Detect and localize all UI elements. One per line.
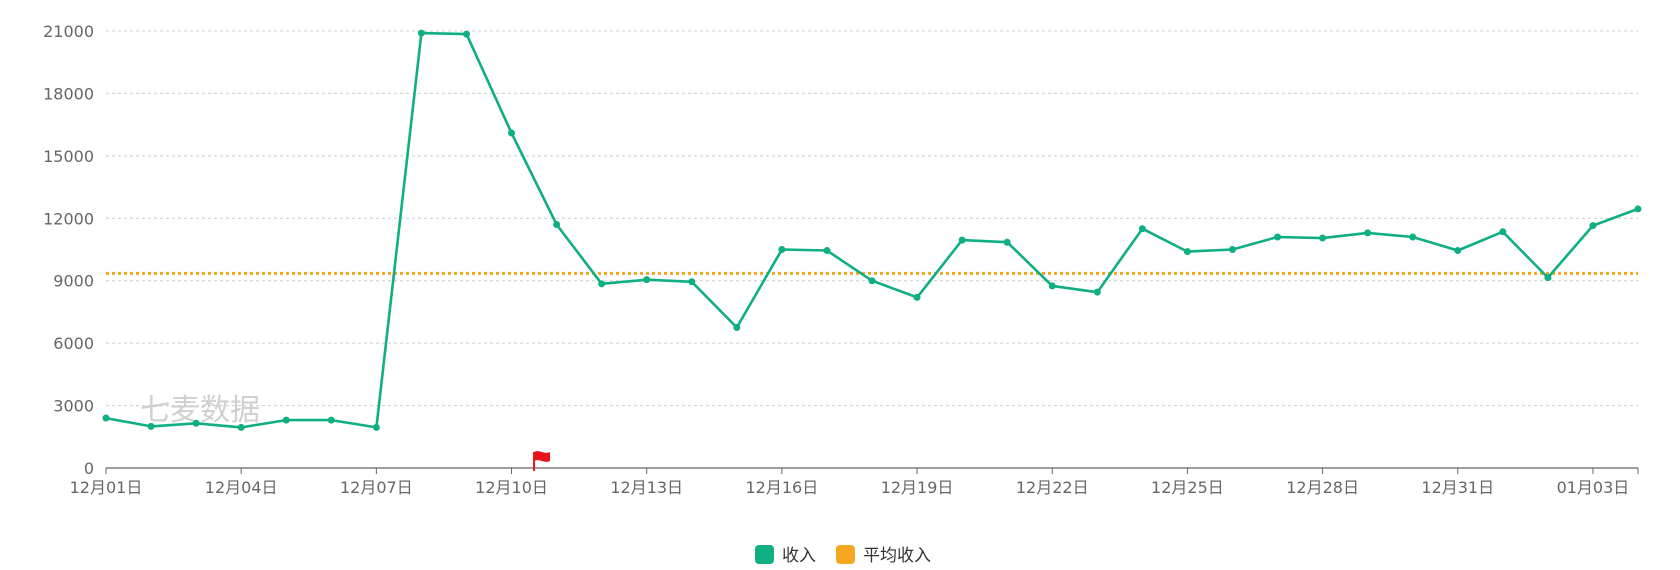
income-point[interactable] [462,30,470,38]
income-point[interactable] [868,277,876,285]
legend: 收入 平均收入 [755,545,931,566]
x-tick-label: 12月25日 [1151,478,1224,497]
income-point[interactable] [147,422,155,430]
x-tick-label: 12月19日 [881,478,954,497]
x-tick-label: 12月07日 [340,478,413,497]
y-tick-label: 18000 [43,84,94,103]
legend-item-income[interactable]: 收入 [755,545,816,566]
red-flag-icon[interactable] [533,451,551,471]
x-tick-label: 12月31日 [1421,478,1494,497]
income-point[interactable] [1093,288,1101,296]
legend-label-average: 平均收入 [863,546,931,566]
income-point[interactable] [688,278,696,286]
x-tick-label: 12月13日 [610,478,683,497]
event-marker[interactable] [533,451,551,471]
income-point[interactable] [1048,282,1056,290]
y-tick-label: 12000 [43,209,94,228]
y-axis: 0 3000 6000 9000 12000 15000 18000 21000 [43,22,94,478]
income-point[interactable] [1319,234,1327,242]
income-point[interactable] [282,416,290,424]
income-point[interactable] [553,221,561,229]
x-tick-label: 12月28日 [1286,478,1359,497]
income-point[interactable] [1138,225,1146,233]
x-axis: 12月01日 12月04日 12月07日 12月10日 12月13日 12月16日 12月1… [70,467,1639,497]
income-point[interactable] [192,419,200,427]
income-point[interactable] [372,423,380,431]
income-point[interactable] [1183,248,1191,256]
y-tick-label: 9000 [53,272,94,291]
income-point[interactable] [913,293,921,301]
y-tick-label: 3000 [53,397,94,416]
income-point[interactable] [643,276,651,284]
x-tick-label: 12月01日 [70,478,143,497]
legend-swatch-average [836,545,855,564]
x-tick-label: 12月22日 [1016,478,1089,497]
income-point[interactable] [823,247,831,255]
income-line [104,31,1640,429]
watermark-text: 七麦数据 [140,393,260,428]
legend-label-income: 收入 [782,546,816,566]
x-tick-label: 12月16日 [746,478,819,497]
income-series [102,29,1642,431]
income-point[interactable] [1409,233,1417,241]
income-point[interactable] [1544,274,1552,282]
income-point[interactable] [1274,233,1282,241]
income-point[interactable] [1454,247,1462,255]
income-point[interactable] [958,236,966,244]
income-point[interactable] [733,324,741,332]
income-point[interactable] [327,416,335,424]
x-tick-label: 12月10日 [475,478,548,497]
income-point[interactable] [1003,238,1011,246]
flag-cloth [534,451,551,462]
income-point[interactable] [1499,228,1507,236]
y-tick-label: 21000 [43,22,94,41]
income-point[interactable] [102,414,110,422]
income-point[interactable] [1364,229,1372,237]
income-point[interactable] [1634,205,1642,213]
grid-lines [106,30,1638,407]
legend-item-average[interactable]: 平均收入 [836,545,931,566]
y-tick-label: 6000 [53,334,94,353]
x-tick-label: 12月04日 [205,478,278,497]
y-tick-label: 0 [84,459,94,478]
income-point[interactable] [778,246,786,253]
income-point[interactable] [508,129,516,137]
x-tick-label: 01月03日 [1557,478,1630,497]
income-point[interactable] [1228,246,1236,253]
y-tick-label: 15000 [43,147,94,166]
income-point[interactable] [417,29,425,37]
income-point[interactable] [1589,222,1597,230]
income-point[interactable] [237,423,245,431]
income-point[interactable] [598,280,606,288]
legend-swatch-income [755,545,774,564]
